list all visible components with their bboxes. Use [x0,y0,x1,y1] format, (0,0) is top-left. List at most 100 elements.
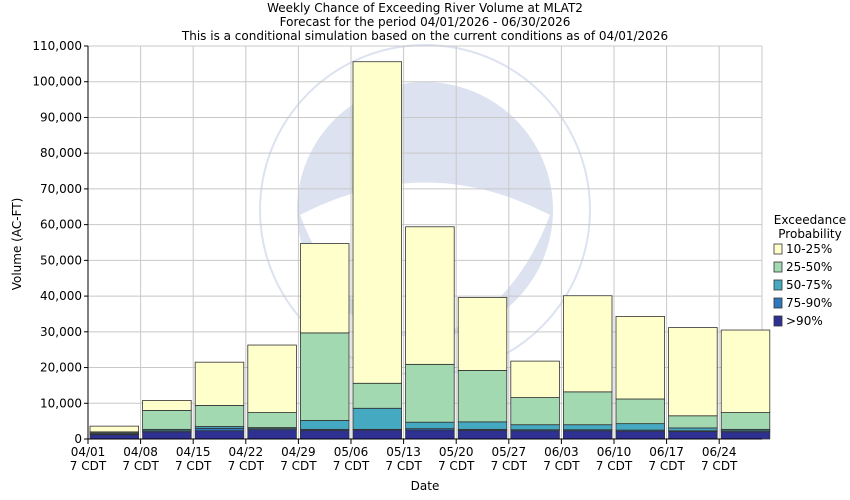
legend-swatch [773,261,783,273]
bar-segment [615,398,665,425]
x-tick-sublabel: 7 CDT [491,459,528,473]
bar-segment [194,361,245,406]
bar-segment [405,429,455,440]
x-tick-label: 06/24 [702,445,737,459]
x-tick-label: 04/01 [71,445,106,459]
bar-segment [89,434,139,440]
bar-segment [247,429,297,440]
bar-segment [510,397,560,426]
x-tick-sublabel: 7 CDT [385,459,422,473]
x-tick-sublabel: 7 CDT [438,459,475,473]
y-tick-label: 40,000 [40,289,82,303]
x-tick-sublabel: 7 CDT [122,459,159,473]
x-tick-sublabel: 7 CDT [175,459,212,473]
chart-subtitle-2: This is a conditional simulation based o… [181,29,668,43]
bar-segment [510,430,560,440]
bar-segment [405,421,455,430]
bar-segment [668,415,718,429]
x-tick-label: 05/20 [439,445,474,459]
bar-segment [563,391,613,426]
bar-segment [299,420,350,430]
x-tick-sublabel: 7 CDT [70,459,107,473]
bar-segment [405,226,455,365]
legend-label: 50-75% [786,278,832,292]
bar-segment [615,316,665,400]
x-tick-label: 05/27 [492,445,527,459]
bar-segment [720,329,771,413]
bar-segment [457,430,508,440]
x-tick-label: 05/06 [334,445,369,459]
x-axis-label: Date [411,479,440,493]
bar-segment [352,61,402,384]
bar-segment [405,363,455,423]
y-tick-label: 20,000 [40,361,82,375]
bar-segment [299,332,350,421]
bar-segment [142,410,192,430]
x-tick-label: 06/17 [649,445,684,459]
bar-segment [668,427,718,432]
bar-segment [299,430,350,440]
bar-segment [299,243,350,334]
bar-segment [563,424,613,431]
x-tick-label: 04/29 [281,445,316,459]
legend-label: >90% [786,314,823,328]
y-tick-label: 10,000 [40,396,82,410]
axes [84,45,762,444]
bar-segment [457,297,508,371]
x-tick-sublabel: 7 CDT [333,459,370,473]
x-tick-sublabel: 7 CDT [701,459,738,473]
legend-label: 25-50% [786,260,832,274]
bar-segment [352,382,402,409]
y-tick-label: 50,000 [40,253,82,267]
x-tick-label: 05/13 [386,445,421,459]
legend-title-line-1: Exceedance [774,213,846,227]
bar-segment [247,344,297,413]
bar-segment [563,295,613,393]
bar-segment [457,421,508,430]
bar-segment [720,431,771,440]
x-tick-label: 06/10 [597,445,632,459]
y-tick-label: 90,000 [40,110,82,124]
x-tick-sublabel: 7 CDT [543,459,580,473]
legend-label: 75-90% [786,296,832,310]
x-tick-label: 04/22 [229,445,264,459]
bar-segment [510,424,560,431]
y-tick-label: 30,000 [40,325,82,339]
chart-subtitle: Forecast for the period 04/01/2026 - 06/… [280,15,571,29]
bar-segment [89,425,139,433]
x-tick-sublabel: 7 CDT [228,459,265,473]
y-tick-label: 0 [74,432,82,446]
legend-swatch [773,279,783,291]
bar-segment [615,430,665,440]
chart-title: Weekly Chance of Exceeding River Volume … [267,1,583,15]
y-axis-label: Volume (AC-FT) [10,198,24,291]
legend-swatch [773,297,783,309]
bar-segment [457,370,508,423]
bar-segment [352,429,402,440]
legend-title-line-2: Probability [778,227,841,241]
legend-swatch [773,243,783,255]
bar-segment [352,407,402,430]
legend: Exceedance Probability 10-25% 25-50% 50-75… [773,213,846,328]
x-tick-label: 06/03 [544,445,579,459]
bar-segment [668,431,718,440]
bar-segment [510,360,560,398]
bars [89,61,771,440]
bar-segment [142,400,192,411]
x-tick-label: 04/08 [123,445,158,459]
legend-swatch [773,315,783,327]
y-tick-labels: 0 10,000 20,000 30,000 40,000 50,000 60,000 70,… [32,39,82,446]
bar-segment [615,423,665,431]
bar-segment [668,327,718,417]
y-tick-label: 110,000 [32,39,82,53]
y-tick-label: 70,000 [40,182,82,196]
bar-segment [194,405,245,427]
x-tick-sublabel: 7 CDT [648,459,685,473]
x-tick-sublabel: 7 CDT [596,459,633,473]
bar-segment [563,430,613,440]
x-tick-sublabel: 7 CDT [280,459,317,473]
legend-label: 10-25% [786,242,832,256]
bar-segment [720,412,771,430]
